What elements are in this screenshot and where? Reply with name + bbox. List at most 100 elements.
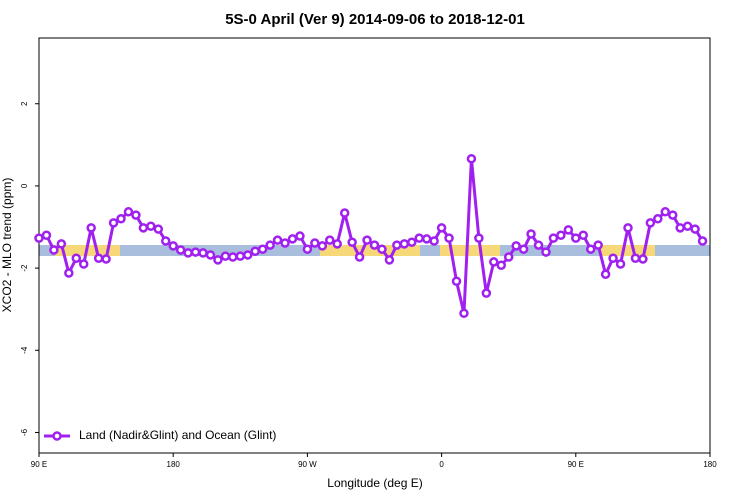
point: [630, 253, 641, 263]
point: [600, 269, 611, 280]
point: [459, 308, 469, 319]
point: [190, 247, 201, 257]
point: [496, 260, 506, 270]
point: [310, 238, 320, 248]
point: [407, 237, 417, 247]
x-axis-label: Longitude (deg E): [327, 476, 422, 490]
point: [354, 252, 365, 262]
y-tick-label: -2: [20, 264, 29, 272]
point: [399, 239, 410, 249]
point: [608, 253, 618, 263]
point: [638, 254, 648, 264]
point: [332, 239, 342, 249]
point: [116, 214, 126, 224]
point: [563, 225, 574, 235]
point: [444, 233, 454, 243]
point: [123, 207, 134, 217]
point: [101, 254, 111, 264]
y-tick-label: 2: [20, 101, 29, 106]
point: [198, 248, 208, 258]
point: [436, 223, 447, 233]
point: [280, 238, 290, 248]
point: [690, 224, 700, 234]
y-tick-label: -4: [20, 346, 29, 354]
point: [146, 221, 156, 231]
y-axis-label: XCO2 - MLO trend (ppm): [0, 178, 14, 313]
point: [421, 234, 432, 244]
plot-frame: [38, 37, 711, 454]
yellow-band: [440, 245, 500, 256]
point: [384, 255, 395, 265]
point: [593, 240, 603, 250]
y-tick-label: 0: [20, 183, 29, 188]
x-tick-label: 0: [439, 460, 444, 469]
point: [541, 247, 551, 257]
point: [392, 240, 402, 250]
point: [295, 231, 305, 241]
point: [585, 244, 596, 254]
x-tick-label: 90 E: [31, 460, 47, 469]
point: [451, 276, 462, 286]
yellow-band: [320, 245, 420, 256]
point: [265, 240, 275, 250]
point: [213, 255, 223, 265]
point: [667, 210, 678, 220]
point: [325, 235, 335, 245]
legend-label: Land (Nadir&Glint) and Ocean (Glint): [79, 428, 276, 442]
point: [160, 236, 171, 246]
point: [49, 245, 59, 255]
point: [272, 235, 283, 245]
point: [243, 250, 253, 260]
point: [235, 251, 246, 261]
point: [78, 259, 89, 269]
point: [675, 223, 685, 233]
x-tick-label: 90 E: [568, 460, 584, 469]
point: [481, 288, 492, 298]
point: [615, 259, 626, 269]
point: [645, 218, 656, 228]
point: [205, 250, 216, 260]
x-tick-label: 180: [167, 460, 181, 469]
point: [466, 154, 477, 164]
point: [168, 241, 178, 251]
point: [377, 244, 387, 254]
point: [41, 230, 52, 240]
point: [153, 224, 164, 234]
point: [175, 245, 186, 255]
point: [287, 234, 298, 244]
point: [183, 248, 193, 258]
point: [64, 268, 74, 278]
point: [682, 221, 693, 231]
point: [526, 229, 536, 239]
point: [339, 208, 350, 218]
point: [653, 214, 663, 224]
point: [489, 257, 499, 267]
point: [71, 253, 82, 263]
y-tick-label: -6: [20, 428, 29, 436]
point: [571, 233, 581, 243]
point: [220, 251, 231, 261]
point: [369, 240, 380, 250]
point: [362, 235, 372, 245]
point: [250, 246, 260, 257]
point: [138, 223, 149, 233]
point: [257, 244, 268, 254]
point: [317, 241, 328, 251]
chart-title: 5S-0 April (Ver 9) 2014-09-06 to 2018-12…: [225, 11, 525, 28]
point: [414, 233, 424, 243]
legend-marker: [52, 431, 62, 441]
point: [503, 252, 514, 262]
point: [533, 240, 544, 250]
point: [697, 236, 708, 246]
point: [623, 223, 633, 233]
point: [34, 233, 44, 243]
point: [556, 230, 566, 240]
point: [578, 230, 589, 240]
point: [131, 210, 141, 220]
point: [660, 207, 671, 217]
point: [86, 223, 96, 233]
point: [511, 241, 521, 251]
point: [228, 252, 238, 262]
point: [302, 244, 313, 254]
